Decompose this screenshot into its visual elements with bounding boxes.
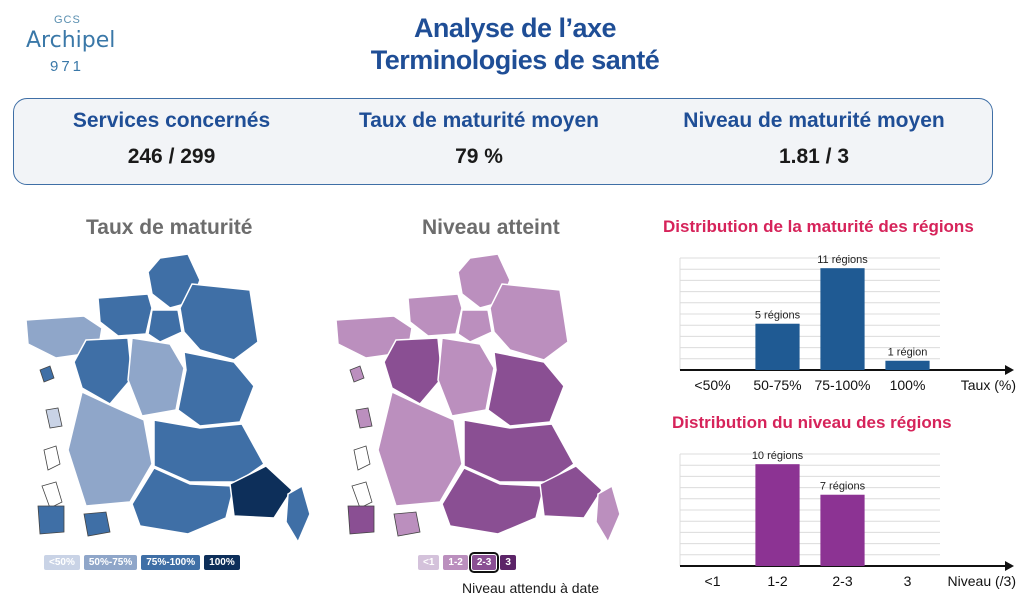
level-legend-item: 3 [500,555,516,570]
level-island [347,505,375,535]
maturity-region-pays-de-la-loire [73,337,133,405]
logo-name: Archipel [26,28,116,53]
kpi-taux: Taux de maturité moyen 79 % [324,99,634,169]
x-axis-arrow [1005,365,1014,375]
maturity-region-corse [285,484,311,544]
data-label-3: 1 région [888,347,928,359]
tick-label-1: 1-2 [767,573,787,589]
kpi-value: 246 / 299 [127,145,216,168]
tick-label-0: <50% [694,377,730,393]
level-region-normandie [407,293,463,337]
level-island [351,481,373,509]
maturity-legend-item: <50% [44,555,80,570]
level-region-auvergne-rhone-alpes [463,419,575,483]
kpi-label: Taux de maturité moyen [358,109,599,132]
maturity-island [41,481,63,509]
chart2-title: Distribution du niveau des régions [672,413,952,432]
france-map-level [335,253,621,544]
level-region-paca [539,465,603,519]
x-axis-label: Taux (%) [961,377,1016,393]
tick-label-2: 2-3 [832,573,852,589]
level-distribution-chart: <1 10 régions 1-2 7 régions 2-3 3 Niveau (/3) [679,450,1016,589]
data-label-1: 5 régions [755,310,801,322]
kpi-value: 1.81 / 3 [778,145,850,168]
level-region-ile-de-france [457,309,493,343]
x-axis-label: Niveau (/3) [948,573,1016,589]
page-title: Analyse de l’axe Terminologies de santé [300,12,730,76]
level-legend-item: 1-2 [443,555,468,570]
level-region-bourgogne-franche-comte [487,351,565,427]
france-map-maturity [25,253,311,544]
legend-note: Niveau attendu à date [462,580,599,596]
maturity-region-paca [229,465,293,519]
level-island [353,445,371,471]
level-region-pays-de-la-loire [383,337,443,405]
tick-label-3: 3 [904,573,912,589]
map-left-title: Taux de maturité [86,216,253,239]
maturity-region-bourgogne-franche-comte [177,351,255,427]
maturity-island [43,445,61,471]
kpi-services: Services concernés 246 / 299 [34,99,309,169]
maturity-region-occitanie [131,467,235,535]
maturity-region-centre-val-de-loire [127,337,185,417]
maturity-island [83,511,111,537]
maturity-legend-item: 50%-75% [83,555,138,570]
maturity-island [45,407,63,429]
logo-number: 971 [50,58,85,75]
kpi-label: Niveau de maturité moyen [683,109,945,132]
kpi-panel: Services concernés 246 / 299 Taux de mat… [13,98,993,185]
map-right-title: Niveau atteint [422,216,560,239]
level-island [355,407,373,429]
level-legend-item: <1 [418,555,440,570]
level-region-corse [595,484,621,544]
tick-label-2: 75-100% [814,377,870,393]
maturity-island [39,365,55,383]
level-region-occitanie [441,467,545,535]
level-region-grand-est [489,283,569,361]
level-legend-item: 2-3 [468,552,500,573]
maturity-region-auvergne-rhone-alpes [153,419,265,483]
tick-label-0: <1 [705,573,721,589]
bar-1 [755,323,800,370]
maturity-legend-item: 75%-100% [141,555,201,570]
data-label-2: 11 régions [817,254,868,266]
bar-3 [885,360,930,370]
kpi-label: Services concernés [72,109,271,132]
maturity-region-normandie [97,293,153,337]
logo: GCS Archipel 971 [18,10,118,80]
maturity-island [37,505,65,535]
level-region-nouvelle-aquitaine [377,390,463,507]
map-left-legend: <50% 50%-75% 75%-100% 100% [44,555,240,570]
maturity-legend-item: 100% [204,555,240,570]
page-title-line2: Terminologies de santé [370,45,660,75]
level-island [349,365,365,383]
data-label-2: 7 régions [820,481,866,493]
chart1-title: Distribution de la maturité des régions [663,217,974,236]
tick-label-1: 50-75% [753,377,801,393]
bar-2 [820,494,865,566]
page-title-line1: Analyse de l’axe [413,13,617,43]
data-label-1: 10 régions [752,450,804,462]
logo-top-text: GCS [54,14,81,26]
x-axis-arrow [1005,561,1014,571]
level-island [393,511,421,537]
kpi-value: 79 % [455,145,503,168]
maturity-region-ile-de-france [147,309,183,343]
maturity-distribution-chart: <50% 5 régions 50-75% 11 régions 75-100% 1 ré… [679,254,1016,393]
level-region-centre-val-de-loire [437,337,495,417]
map-right-legend: <1 1-2 2-3 3 [418,552,516,573]
tick-label-3: 100% [890,377,926,393]
maturity-region-grand-est [179,283,259,361]
bar-2 [820,268,865,370]
kpi-niveau: Niveau de maturité moyen 1.81 / 3 [654,99,974,169]
bar-1 [755,464,800,566]
maturity-region-nouvelle-aquitaine [67,390,153,507]
